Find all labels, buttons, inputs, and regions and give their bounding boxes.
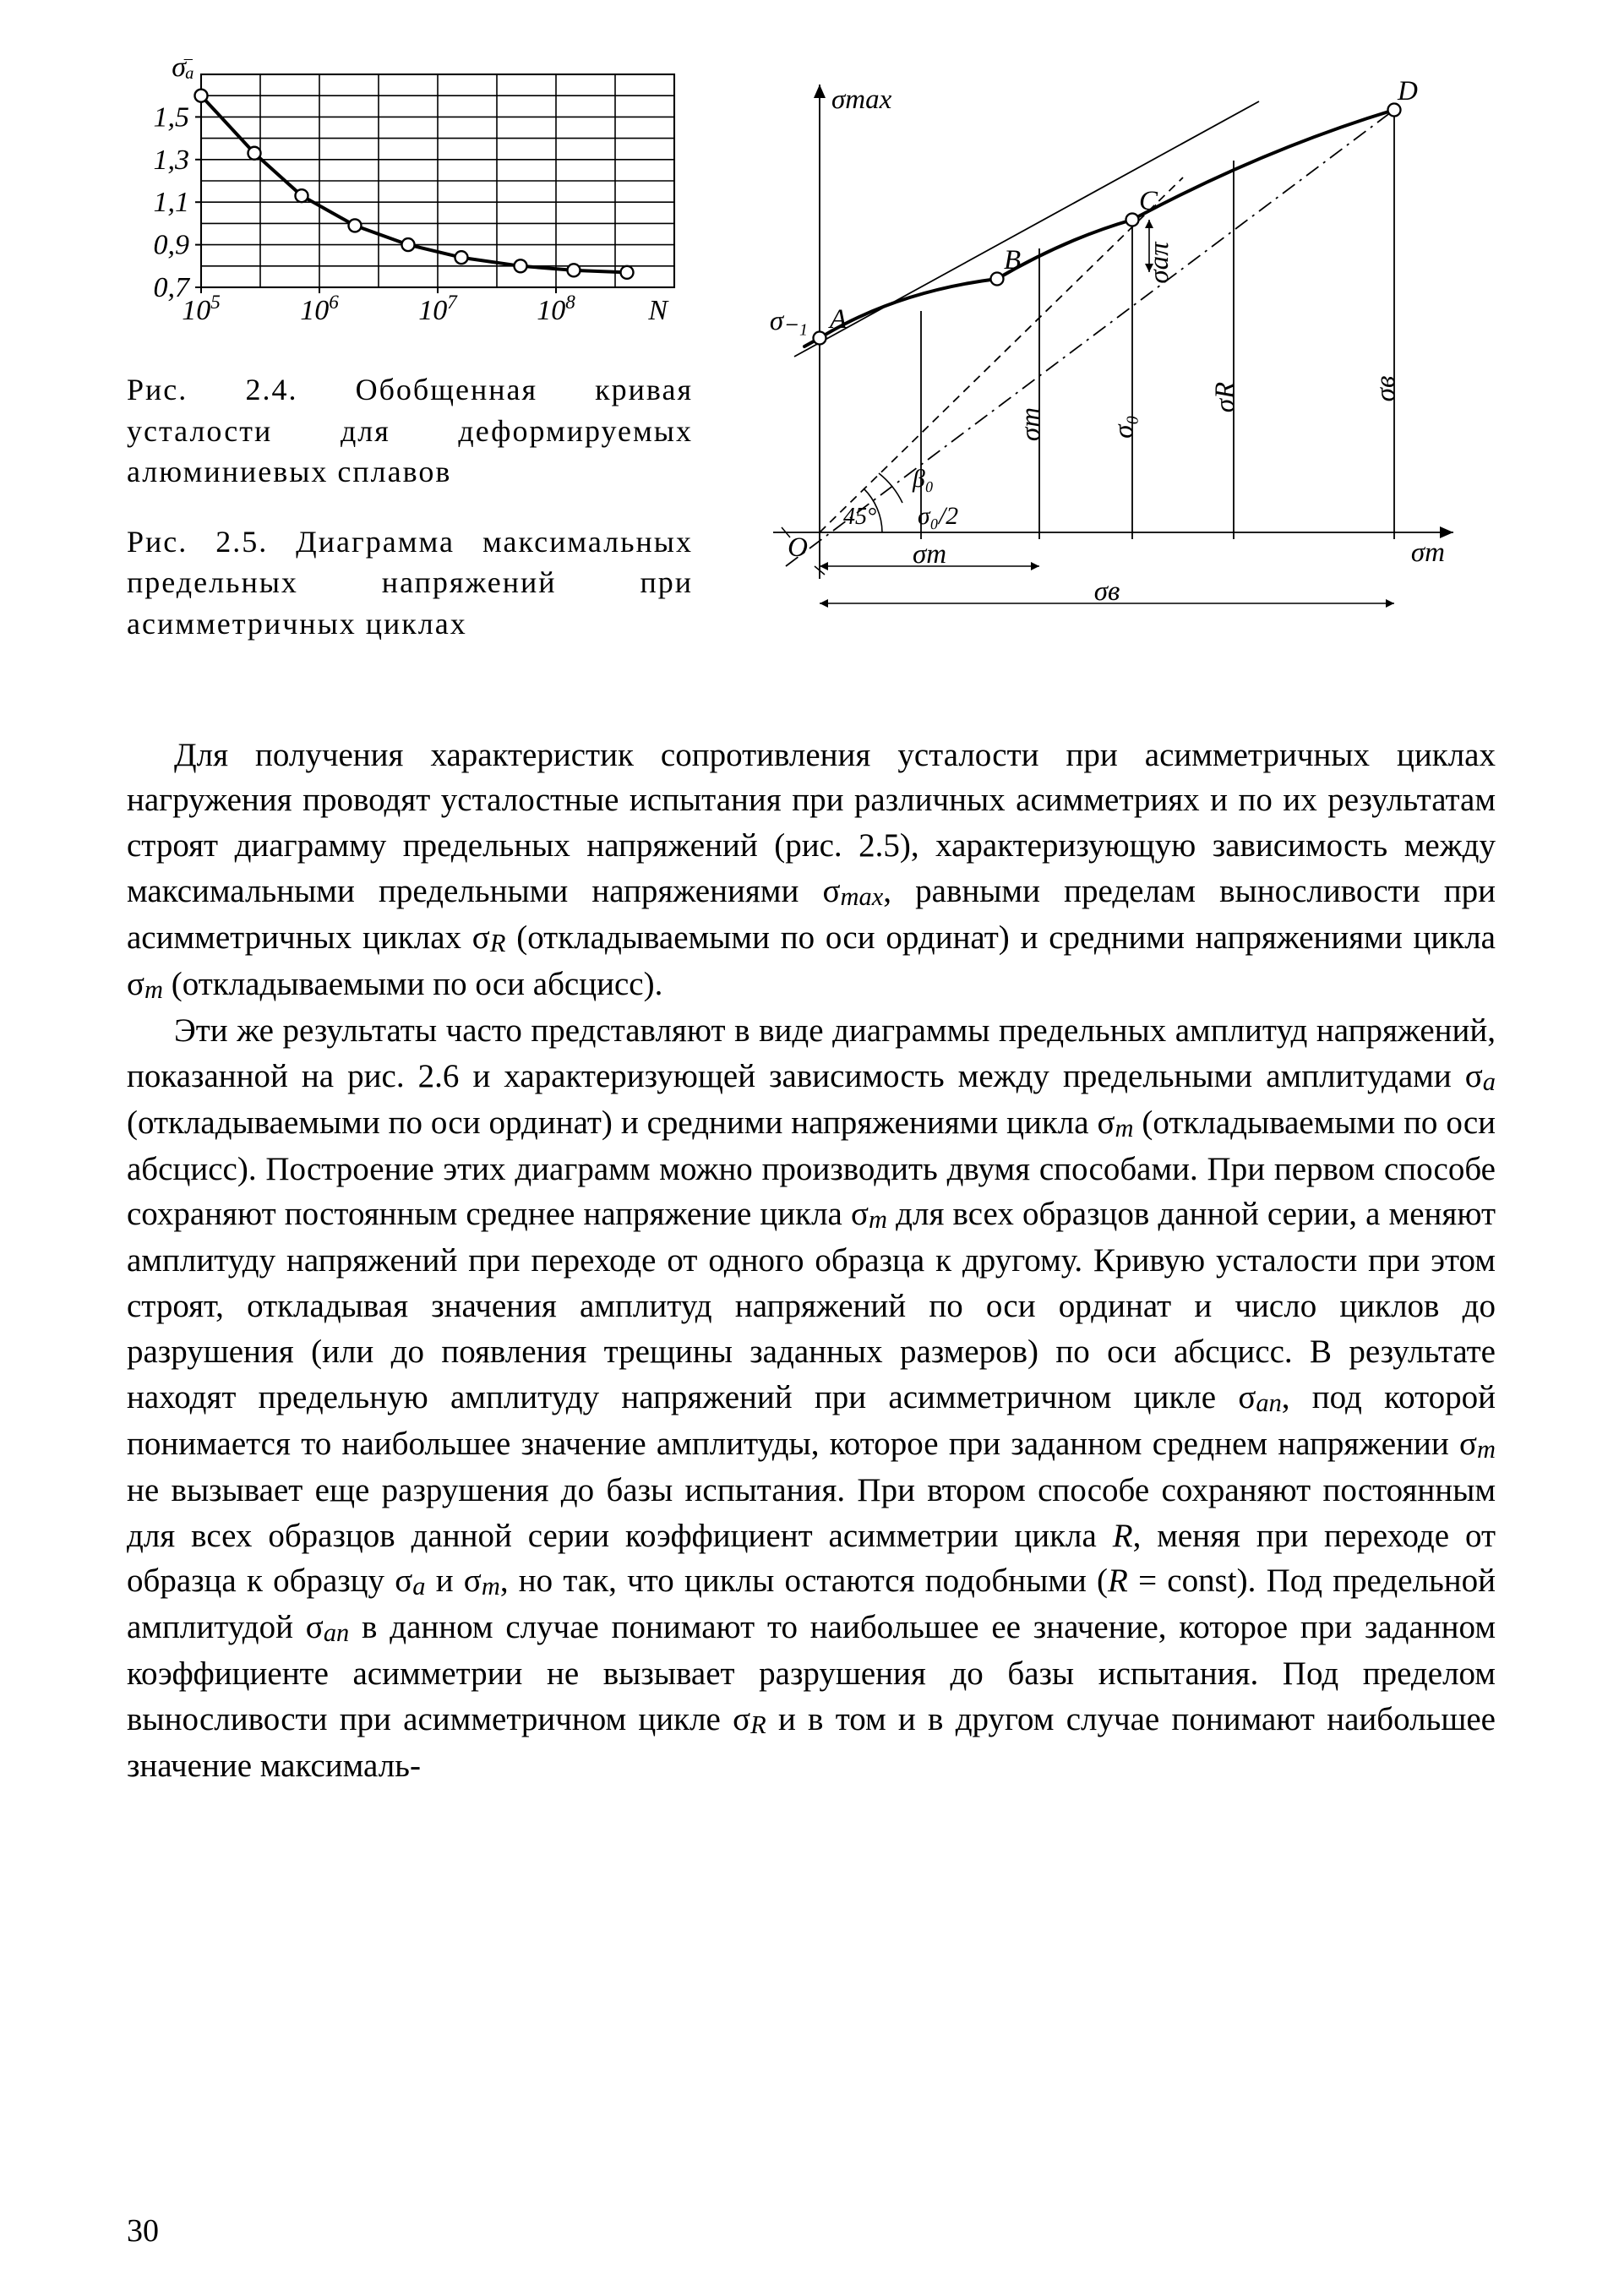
svg-text:0,9: 0,9 [154, 230, 190, 261]
svg-text:σв: σв [1094, 576, 1120, 607]
svg-text:N: N [647, 295, 669, 326]
page: 0,70,91,11,31,5105106107108Nσ̄ₐ Рис. 2.4… [0, 0, 1597, 2296]
svg-text:D: D [1397, 76, 1418, 106]
svg-text:σаπ: σаπ [1144, 241, 1175, 284]
fig-2-4-caption: Рис. 2.4. Обобщенная кривая усталости дл… [127, 369, 693, 493]
svg-text:C: C [1139, 186, 1158, 216]
svg-text:σmax: σmax [831, 85, 892, 115]
fig-2-5-caption: Рис. 2.5. Диаграмма максимальных предель… [127, 521, 693, 645]
fig-2-4-chart: 0,70,91,11,31,5105106107108Nσ̄ₐ [127, 59, 693, 346]
svg-text:σ₀: σ₀ [1109, 415, 1139, 439]
svg-text:σв: σв [1371, 376, 1401, 402]
svg-text:106: 106 [300, 292, 339, 326]
paragraph-1: Для получения характеристик сопротивлени… [127, 733, 1496, 1008]
svg-text:σm: σm [1411, 537, 1445, 568]
svg-text:108: 108 [537, 292, 575, 326]
svg-text:1,1: 1,1 [154, 187, 190, 218]
svg-text:σ₋₁: σ₋₁ [770, 306, 808, 336]
svg-text:105: 105 [182, 292, 221, 326]
left-column: 0,70,91,11,31,5105106107108Nσ̄ₐ Рис. 2.4… [127, 59, 693, 674]
figures-row: 0,70,91,11,31,5105106107108Nσ̄ₐ Рис. 2.4… [127, 59, 1496, 674]
svg-text:σm: σm [1016, 407, 1046, 441]
svg-text:σR: σR [1210, 382, 1240, 412]
svg-text:107: 107 [418, 292, 458, 326]
svg-text:O: O [788, 532, 808, 563]
paragraph-2: Эти же результаты часто представляют в в… [127, 1008, 1496, 1789]
svg-text:A: A [828, 304, 848, 335]
svg-text:σm: σm [913, 539, 946, 570]
body-text: Для получения характеристик сопротивлени… [127, 733, 1496, 1789]
right-column: σm σ₀ σR σв σаπ σmax σm Oσ₋₁ A B C Dβ₀ 45° σ₀/2 σm σв [744, 59, 1496, 674]
svg-text:1,3: 1,3 [154, 145, 190, 176]
svg-text:B: B [1004, 245, 1021, 275]
svg-text:1,5: 1,5 [154, 101, 190, 133]
fig-2-5-diagram: σm σ₀ σR σв σаπ σmax σm Oσ₋₁ A B C Dβ₀ 45° σ₀/2 σm σв [744, 59, 1487, 634]
svg-text:σ₀/2: σ₀/2 [918, 503, 958, 530]
svg-text:β₀: β₀ [912, 466, 934, 493]
svg-text:σ̄ₐ: σ̄ₐ [172, 59, 194, 83]
svg-text:45°: 45° [843, 504, 876, 530]
page-number: 30 [127, 2212, 159, 2250]
